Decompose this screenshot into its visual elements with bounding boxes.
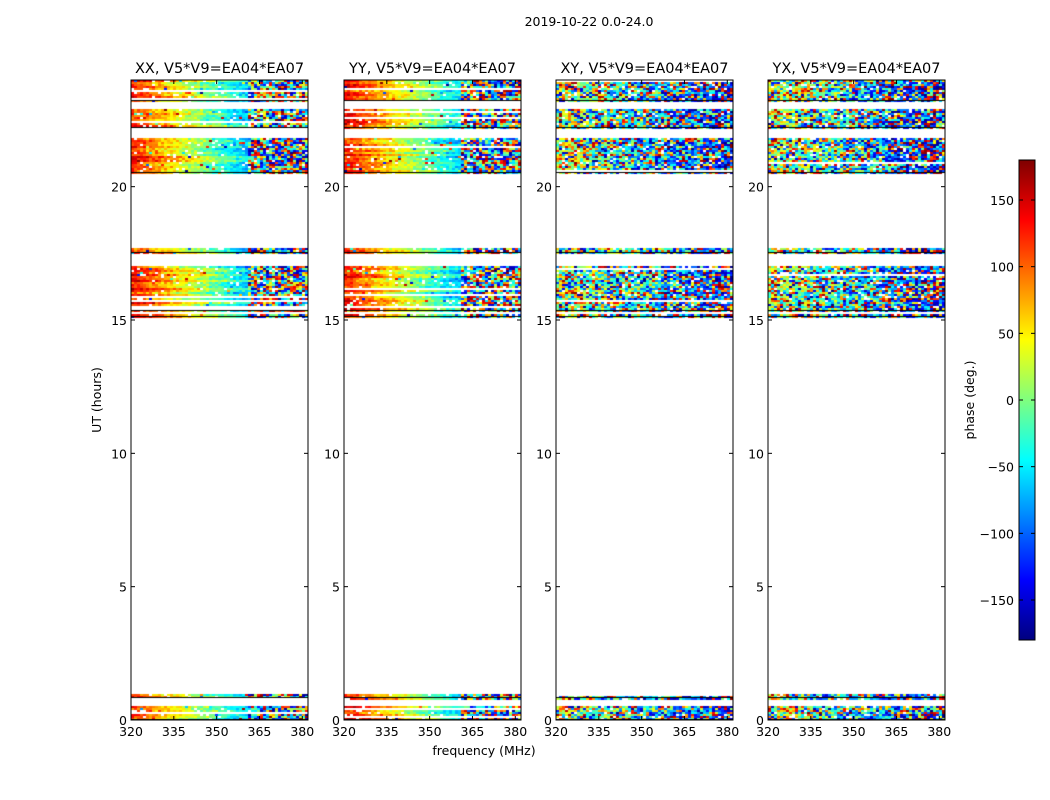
y-tick-label: 0 xyxy=(544,713,552,728)
panel-frame xyxy=(555,79,734,721)
panel-frame xyxy=(130,79,309,721)
panel-title: YY, V5*V9=EA04*EA07 xyxy=(348,61,516,77)
colorbar-tick-label: −150 xyxy=(980,593,1014,608)
panel-title: XX, V5*V9=EA04*EA07 xyxy=(135,61,304,77)
y-tick-label: 5 xyxy=(756,580,764,595)
x-tick-label: 335 xyxy=(799,724,823,739)
y-tick-label: 10 xyxy=(324,446,340,461)
x-tick-label: 350 xyxy=(418,724,442,739)
x-tick-label: 335 xyxy=(375,724,399,739)
y-tick-label: 20 xyxy=(536,180,552,195)
x-tick-label: 350 xyxy=(630,724,654,739)
x-tick-label: 320 xyxy=(544,724,568,739)
panel-frame xyxy=(343,79,522,721)
y-tick-label: 5 xyxy=(544,580,552,595)
y-tick-label: 15 xyxy=(536,313,552,328)
y-tick-label: 10 xyxy=(536,446,552,461)
x-tick-label: 380 xyxy=(290,724,314,739)
panel-yx: YX, V5*V9=EA04*EA07 320 335 350 365 380 0 5 10 15… xyxy=(748,61,951,739)
y-tick-label: 10 xyxy=(748,446,764,461)
y-tick-label: 0 xyxy=(756,713,764,728)
colorbar-tick-label: −50 xyxy=(988,460,1014,475)
colorbar-tick-label: 100 xyxy=(990,260,1014,275)
y-tick-label: 5 xyxy=(119,580,127,595)
x-tick-label: 365 xyxy=(885,724,909,739)
y-axis-label: UT (hours) xyxy=(89,367,104,433)
panel-title: YX, V5*V9=EA04*EA07 xyxy=(771,61,940,77)
x-tick-label: 320 xyxy=(332,724,356,739)
heatmap-xy xyxy=(556,80,733,720)
panel-xy: XY, V5*V9=EA04*EA07 320 335 350 365 380 0 5 10 15… xyxy=(536,61,739,739)
colorbar-label: phase (deg.) xyxy=(962,361,977,440)
y-tick-label: 15 xyxy=(324,313,340,328)
panel-title: XY, V5*V9=EA04*EA07 xyxy=(560,61,728,77)
colorbar-gradient xyxy=(1019,160,1035,640)
heatmap-yx xyxy=(768,80,945,720)
panel-frame xyxy=(767,79,946,721)
y-tick-label: 5 xyxy=(332,580,340,595)
x-tick-label: 350 xyxy=(205,724,229,739)
x-tick-label: 335 xyxy=(162,724,186,739)
colorbar-tick-label: −100 xyxy=(980,526,1014,541)
panel-yy: YY, V5*V9=EA04*EA07 320 335 350 365 380 0 5 10 15… xyxy=(324,61,527,739)
x-tick-label: 350 xyxy=(842,724,866,739)
panel-xx: XX, V5*V9=EA04*EA07 320 335 350 365 380 0 5 10 15… xyxy=(111,61,314,739)
x-tick-label: 320 xyxy=(119,724,143,739)
y-tick-label: 0 xyxy=(332,713,340,728)
x-tick-label: 380 xyxy=(503,724,527,739)
x-axis-label: frequency (MHz) xyxy=(432,743,535,758)
colorbar-tick-label: 150 xyxy=(990,193,1014,208)
y-tick-label: 0 xyxy=(119,713,127,728)
x-tick-label: 365 xyxy=(461,724,485,739)
y-tick-label: 15 xyxy=(748,313,764,328)
colorbar-tick-label: 50 xyxy=(998,326,1014,341)
y-tick-label: 15 xyxy=(111,313,127,328)
x-tick-label: 365 xyxy=(673,724,697,739)
y-tick-label: 10 xyxy=(111,446,127,461)
y-tick-label: 20 xyxy=(748,180,764,195)
y-tick-label: 20 xyxy=(324,180,340,195)
x-tick-label: 320 xyxy=(756,724,780,739)
x-tick-label: 335 xyxy=(587,724,611,739)
x-tick-label: 380 xyxy=(927,724,951,739)
colorbar-tick-label: 0 xyxy=(1006,393,1014,408)
panels: XX, V5*V9=EA04*EA07 320 335 350 365 380 0 5 10 15… xyxy=(111,61,951,739)
y-tick-label: 20 xyxy=(111,180,127,195)
figure-title: 2019-10-22 0.0-24.0 xyxy=(525,14,654,29)
heatmap-xx xyxy=(131,80,308,720)
x-tick-label: 380 xyxy=(715,724,739,739)
x-tick-label: 365 xyxy=(248,724,272,739)
colorbar: 150 100 50 0 −50 −100 −150 xyxy=(980,159,1036,641)
heatmap-yy xyxy=(344,80,521,720)
